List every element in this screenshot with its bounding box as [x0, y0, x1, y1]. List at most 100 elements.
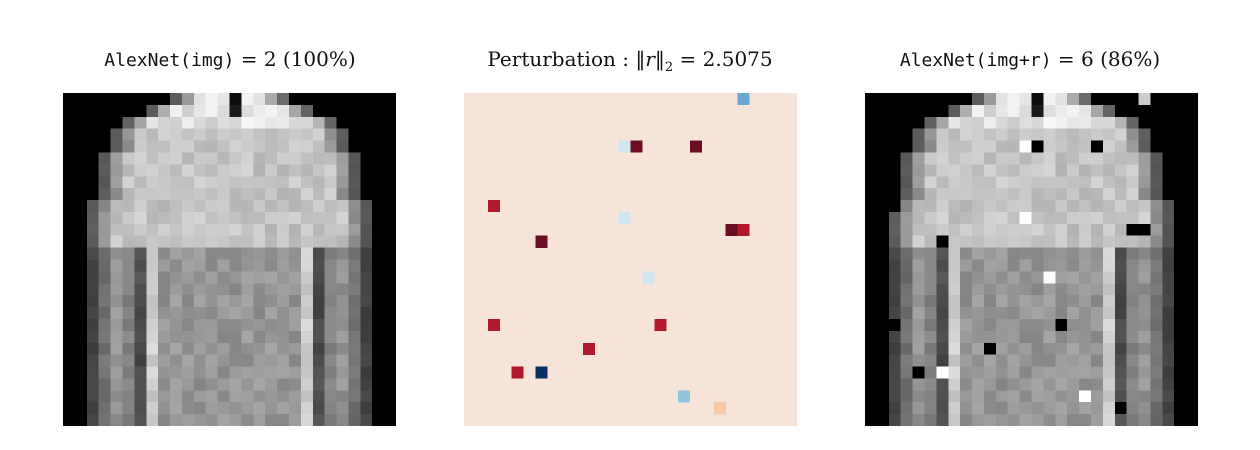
adversarial-pixel: [1043, 330, 1056, 343]
adversarial-pixel: [972, 211, 985, 225]
original-pixel: [74, 402, 88, 415]
adversarial-pixel: [900, 223, 913, 236]
original-pixel: [348, 164, 361, 177]
original-pixel: [300, 390, 313, 403]
original-pixel: [110, 223, 123, 236]
adversarial-pixel: [1102, 211, 1115, 225]
original-pixel: [146, 247, 159, 260]
adversarial-pixel: [948, 402, 961, 415]
adversarial-pixel: [1079, 366, 1092, 379]
adversarial-pixel: [995, 378, 1008, 391]
original-pixel: [229, 200, 242, 213]
original-pixel: [241, 354, 254, 367]
adversarial-pixel: [1162, 366, 1175, 379]
original-pixel: [372, 211, 385, 225]
original-pixel: [217, 307, 230, 320]
original-pixel: [384, 271, 396, 284]
original-pixel: [110, 247, 123, 260]
adversarial-pixel: [1067, 414, 1080, 426]
adversarial-pixel: [1150, 223, 1163, 236]
original-pixel: [181, 211, 195, 225]
adversarial-pixel: [983, 116, 997, 129]
adversarial-pixel: [1102, 104, 1115, 118]
adversarial-pixel: [995, 188, 1008, 201]
adversarial-pixel: [948, 342, 961, 355]
original-pixel: [241, 200, 254, 213]
adversarial-pixel: [1126, 164, 1139, 177]
adversarial-pixel: [1090, 235, 1104, 248]
original-pixel: [181, 283, 195, 296]
original-pixel: [170, 211, 183, 225]
adversarial-pixel: [936, 307, 949, 320]
original-pixel: [336, 247, 349, 260]
adversarial-pixel: [1067, 318, 1080, 332]
adversarial-pixel: [1007, 318, 1020, 332]
original-pixel: [146, 295, 159, 308]
adversarial-pixel: [983, 247, 997, 260]
original-pixel: [372, 128, 385, 141]
original-pixel: [98, 354, 111, 367]
adversarial-pixel: [1150, 247, 1163, 260]
adversarial-pixel: [972, 164, 985, 177]
original-pixel: [384, 259, 396, 272]
adversarial-pixel: [865, 295, 878, 308]
adversarial-pixel: [1138, 176, 1151, 189]
adversarial-pixel: [1174, 223, 1187, 236]
adversarial-pixel: [1162, 402, 1175, 415]
adversarial-pixel: [1114, 402, 1127, 415]
original-pixel: [158, 342, 171, 355]
original-pixel: [265, 330, 278, 343]
adversarial-pixel: [1090, 330, 1104, 343]
original-pixel: [288, 378, 302, 391]
adversarial-pixel: [1019, 128, 1032, 141]
adversarial-pixel: [1126, 366, 1139, 379]
adversarial-pixel: [1090, 318, 1104, 332]
adversarial-pixel: [1007, 295, 1020, 308]
original-pixel: [205, 235, 218, 248]
original-pixel: [336, 93, 349, 106]
adversarial-pixel: [972, 176, 985, 189]
original-pixel: [110, 104, 123, 118]
adversarial-pixel: [1079, 128, 1092, 141]
original-pixel: [288, 152, 302, 165]
adversarial-pixel: [924, 152, 937, 165]
perturbation-pixel: [618, 211, 631, 225]
original-pixel: [360, 140, 373, 153]
original-pixel: [324, 104, 337, 118]
original-pixel: [348, 330, 361, 343]
original-pixel: [217, 390, 230, 403]
adversarial-pixel: [1031, 211, 1044, 225]
original-pixel: [134, 188, 147, 201]
original-pixel: [336, 378, 349, 391]
original-pixel: [74, 93, 88, 106]
original-pixel: [110, 200, 123, 213]
original-pixel: [170, 283, 183, 296]
adversarial-pixel: [1019, 354, 1032, 367]
original-pixel: [277, 414, 290, 426]
original-pixel: [277, 402, 290, 415]
adversarial-pixel: [1019, 378, 1032, 391]
original-pixel: [98, 259, 111, 272]
original-pixel: [63, 247, 76, 260]
original-pixel: [170, 318, 183, 332]
original-pixel: [134, 378, 147, 391]
original-pixel: [348, 402, 361, 415]
original-pixel: [158, 176, 171, 189]
original-pixel: [241, 188, 254, 201]
adversarial-pixel: [1138, 235, 1151, 248]
adversarial-pixel: [983, 402, 997, 415]
original-pixel: [384, 247, 396, 260]
adversarial-pixel: [1114, 307, 1127, 320]
adversarial-pixel: [912, 128, 925, 141]
original-pixel: [348, 128, 361, 141]
original-pixel: [277, 330, 290, 343]
adversarial-pixel: [1138, 390, 1151, 403]
original-pixel: [253, 390, 266, 403]
original-pixel: [288, 342, 302, 355]
adversarial-pixel: [912, 247, 925, 260]
original-pixel: [74, 128, 88, 141]
original-pixel: [253, 366, 266, 379]
adversarial-pixel: [1007, 390, 1020, 403]
adversarial-pixel: [888, 283, 901, 296]
original-pixel: [217, 93, 230, 106]
